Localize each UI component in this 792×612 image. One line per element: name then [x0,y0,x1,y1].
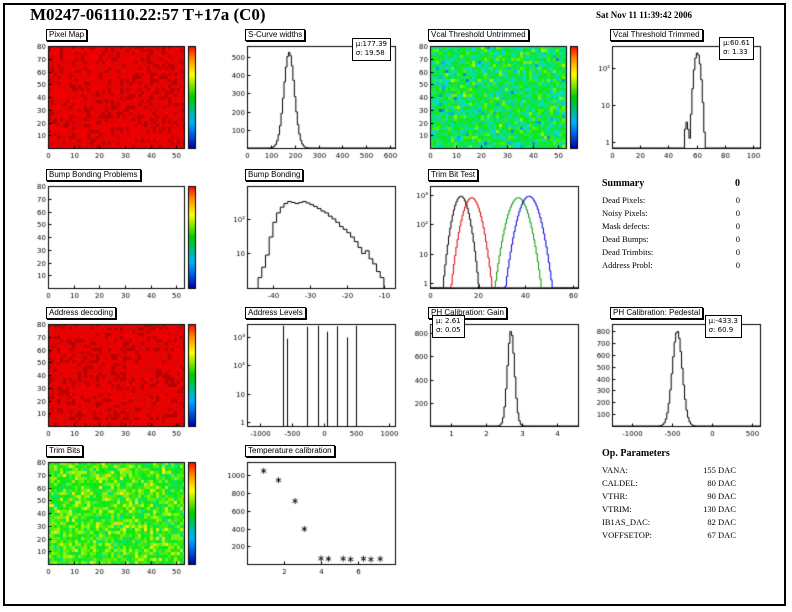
op-label: VOFFSETOP: [602,530,652,540]
op-row-vtrim: VTRIM: 130 DAC [602,503,736,516]
op-label: VANA: [602,465,628,475]
op-parameters-block: Op. Parameters VANA: 155 DAC CALDEL: 80 DA… [602,448,736,542]
summary-label: Dead Pixels: [602,195,646,205]
stats-box-ph-pedestal: μ:-433.3 σ: 60.9 [704,315,742,338]
summary-row-address-probl: Address Probl: 0 [602,259,740,272]
vcal-trimmed-histogram [586,42,770,160]
panel-temperature-calibration: Temperature calibration [221,440,405,576]
address-decoding-heatmap [22,320,206,438]
summary-value: 0 [735,247,740,257]
chart-title-pixel-map: Pixel Map [46,29,88,41]
summary-heading-value: 0 [735,178,740,189]
bump-bonding-histogram [221,182,405,300]
panel-s-curve-widths: S-Curve widths μ:177.39 σ: 19.58 [221,24,405,160]
chart-title-vcal-untrimmed: Vcal Threshold Untrimmed [428,29,529,41]
op-row-vana: VANA: 155 DAC [602,464,736,477]
summary-heading-row: Summary 0 [602,178,740,189]
panel-ph-calibration-pedestal: PH Calibration: Pedestal μ:-433.3 σ: 60.… [586,302,770,438]
page-border [3,3,786,606]
op-label: CALDEL: [602,478,638,488]
chart-title-bump-bonding: Bump Bonding [245,169,304,181]
summary-value: 0 [735,221,740,231]
panel-bump-bonding-problems: Bump Bonding Problems [22,164,206,300]
panel-trim-bits: Trim Bits [22,440,206,576]
page-title: M0247-061110.22:57 T+17a (C0) [30,5,266,24]
op-label: VTRIM: [602,504,632,514]
op-parameters-heading-row: Op. Parameters [602,448,736,459]
stats-mu: μ:-433.3 [708,317,738,325]
summary-value: 0 [735,195,740,205]
panel-trim-bit-test: Trim Bit Test [404,164,588,300]
op-row-caldel: CALDEL: 80 DAC [602,477,736,490]
summary-row-dead-bumps: Dead Bumps: 0 [602,233,740,246]
op-value: 155 DAC [703,465,736,475]
chart-title-temperature-calibration: Temperature calibration [245,445,335,457]
summary-label: Dead Bumps: [602,234,649,244]
panel-bump-bonding: Bump Bonding [221,164,405,300]
summary-value: 0 [735,260,740,270]
chart-title-s-curve-widths: S-Curve widths [245,29,306,41]
panel-vcal-threshold-trimmed: Vcal Threshold Trimmed μ:60.61 σ: 1.33 [586,24,770,160]
trim-bit-test-histograms [404,182,588,300]
s-curve-widths-histogram [221,42,405,160]
pixel-map-heatmap [22,42,206,160]
op-row-voffsetop: VOFFSETOP: 67 DAC [602,529,736,542]
stats-box-ph-gain: μ: 2.61 σ: 0.05 [432,315,465,338]
chart-title-address-decoding: Address decoding [46,307,117,319]
chart-title-bump-bonding-problems: Bump Bonding Problems [46,169,141,181]
trim-bits-heatmap [22,458,206,576]
summary-row-mask-defects: Mask defects: 0 [602,220,740,233]
summary-heading: Summary [602,178,645,189]
summary-value: 0 [735,208,740,218]
op-label: IB1AS_DAC: [602,517,651,527]
summary-label: Dead Trimbits: [602,247,654,257]
summary-block: Summary 0 Dead Pixels: 0 Noisy Pixels: 0 M… [602,178,740,272]
chart-title-vcal-trimmed: Vcal Threshold Trimmed [610,29,703,41]
stats-mu: μ:60.61 [723,39,750,47]
stats-sigma: σ: 1.33 [723,48,748,57]
chart-title-address-levels: Address Levels [245,307,306,319]
op-label: VTHR: [602,491,628,501]
ph-pedestal-histogram [586,320,770,438]
ph-gain-histogram [404,320,588,438]
op-parameters-heading: Op. Parameters [602,448,670,459]
summary-row-noisy-pixels: Noisy Pixels: 0 [602,207,740,220]
summary-row-dead-pixels: Dead Pixels: 0 [602,194,740,207]
summary-label: Noisy Pixels: [602,208,648,218]
summary-value: 0 [735,234,740,244]
summary-row-dead-trimbits: Dead Trimbits: 0 [602,246,740,259]
bump-bonding-problems-heatmap [22,182,206,300]
stats-box-vcal-trimmed: μ:60.61 σ: 1.33 [719,37,754,60]
op-value: 130 DAC [703,504,736,514]
stats-sigma: σ: 60.9 [708,326,734,335]
stats-mu: μ:177.39 [355,40,387,48]
timestamp: Sat Nov 11 11:39:42 2006 [596,10,693,20]
panel-pixel-map: Pixel Map [22,24,206,160]
address-levels-histogram [221,320,405,438]
op-value: 67 DAC [707,530,736,540]
op-value: 80 DAC [707,478,736,488]
panel-address-levels: Address Levels [221,302,405,438]
stats-mu: μ: 2.61 [436,317,461,325]
temperature-calibration-scatter [221,458,405,576]
chart-title-trim-bits: Trim Bits [46,445,84,457]
op-value: 82 DAC [707,517,736,527]
op-row-ibias-dac: IB1AS_DAC: 82 DAC [602,516,736,529]
summary-label: Mask defects: [602,221,650,231]
chart-title-ph-pedestal: PH Calibration: Pedestal [610,307,704,319]
stats-sigma: σ: 0.05 [436,326,461,335]
vcal-untrimmed-heatmap [404,42,588,160]
stats-sigma: σ: 19.58 [355,49,385,58]
op-row-vthr: VTHR: 90 DAC [602,490,736,503]
chart-title-trim-bit-test: Trim Bit Test [428,169,479,181]
summary-label: Address Probl: [602,260,653,270]
op-value: 90 DAC [707,491,736,501]
panel-address-decoding: Address decoding [22,302,206,438]
panel-vcal-threshold-untrimmed: Vcal Threshold Untrimmed [404,24,588,160]
stats-box-s-curve: μ:177.39 σ: 19.58 [351,38,391,61]
panel-ph-calibration-gain: PH Calibration: Gain μ: 2.61 σ: 0.05 [404,302,588,438]
